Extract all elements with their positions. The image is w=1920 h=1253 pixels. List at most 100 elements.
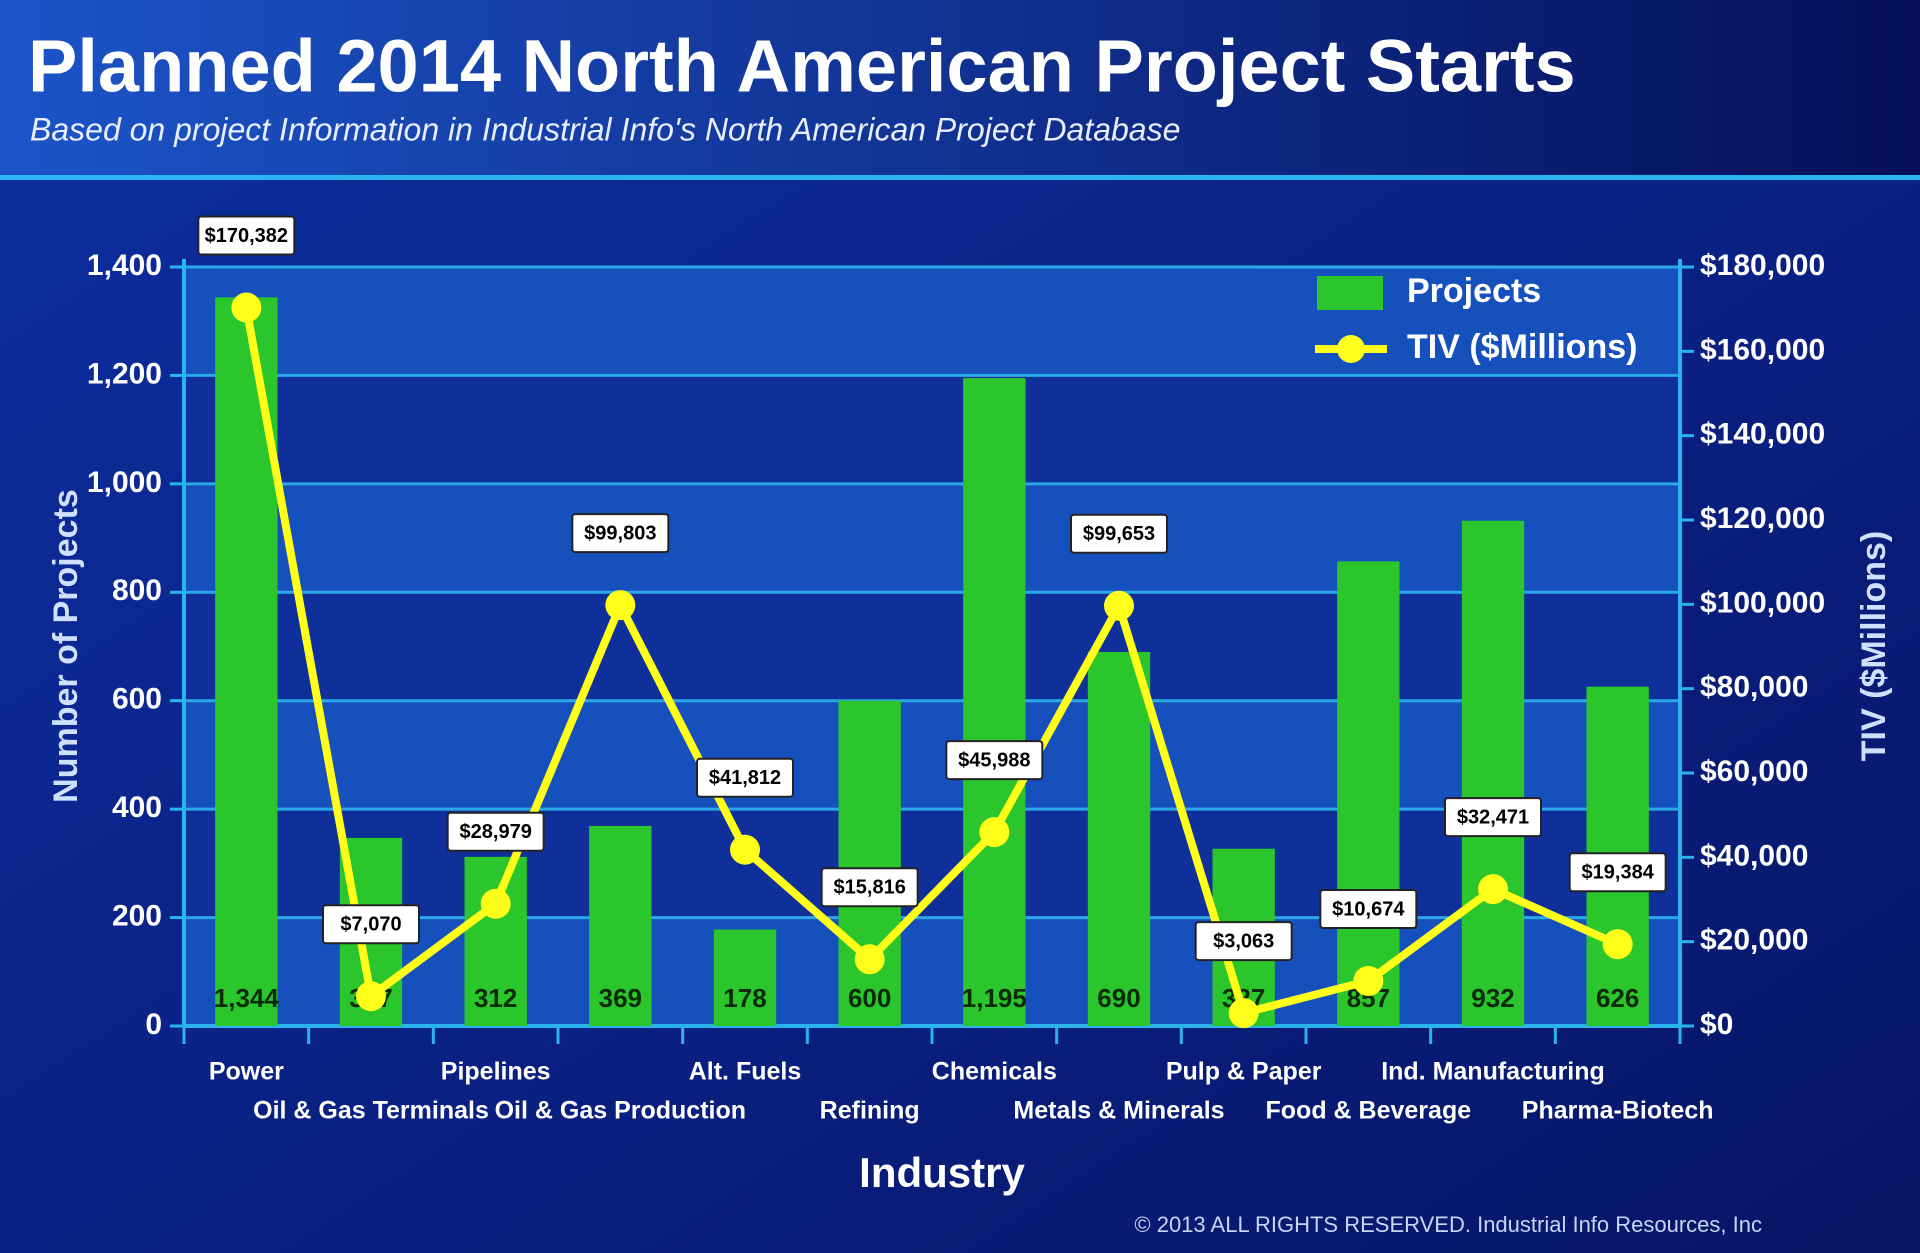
- plot-stripe: [184, 592, 1680, 701]
- value-label-box: [1319, 888, 1418, 929]
- line-marker: [605, 590, 636, 621]
- bar-value-label: 369: [599, 983, 642, 1013]
- line-value-label: $41,812: [709, 767, 781, 789]
- line-value-label: $28,979: [460, 821, 532, 843]
- x-tick-label: Metals & Minerals: [1013, 1097, 1224, 1125]
- y2-tick-label: $40,000: [1700, 839, 1808, 872]
- value-label-box: [1194, 921, 1293, 962]
- bar: [464, 856, 527, 1026]
- line-value-label: $45,988: [958, 749, 1030, 771]
- y-tick-label: 1,000: [87, 466, 162, 499]
- bar-value-label: 1,195: [962, 983, 1027, 1013]
- bar-value-label: 690: [1097, 983, 1140, 1013]
- y-tick-label: 1,400: [87, 249, 162, 282]
- line-marker: [231, 292, 262, 323]
- line-marker: [1104, 590, 1134, 621]
- line-marker: [1228, 998, 1259, 1029]
- bar-value-label: 1,344: [214, 983, 280, 1013]
- line-marker: [730, 834, 760, 865]
- y2-tick-label: $100,000: [1700, 586, 1825, 619]
- x-tick-label: Pipelines: [441, 1058, 551, 1086]
- line-marker: [1478, 874, 1508, 905]
- line-value-label: $19,384: [1582, 862, 1655, 884]
- line-value-label: $32,471: [1457, 806, 1529, 828]
- y2-tick-label: $20,000: [1700, 924, 1808, 957]
- bar: [1337, 561, 1400, 1026]
- value-label-box: [820, 867, 919, 908]
- bar: [713, 929, 777, 1026]
- value-label-box: [696, 757, 794, 798]
- y-tick-label: 800: [112, 574, 162, 607]
- y-tick-label: 1,200: [87, 357, 162, 390]
- value-label-box: [1070, 513, 1168, 554]
- x-tick-label: Pharma-Biotech: [1522, 1097, 1714, 1125]
- x-tick-label: Pulp & Paper: [1166, 1058, 1322, 1086]
- bar: [1087, 651, 1151, 1026]
- value-label-box: [1444, 797, 1542, 838]
- x-tick-label: Oil & Gas Terminals: [253, 1097, 489, 1125]
- y2-tick-label: $180,000: [1700, 249, 1825, 282]
- line-value-label: $99,653: [1083, 523, 1155, 545]
- line-marker: [854, 944, 885, 975]
- x-tick-label: Refining: [820, 1097, 920, 1125]
- line-value-label: $15,816: [834, 877, 906, 899]
- line: [242, 306, 1620, 1018]
- line-value-label: $3,063: [1213, 930, 1274, 952]
- y-tick-label: 400: [112, 791, 162, 824]
- y-tick-label: 0: [145, 1008, 162, 1041]
- x-axis-title: Industry: [859, 1149, 1025, 1196]
- bar-value-label: 312: [474, 983, 517, 1013]
- header-band: [0, 0, 1920, 176]
- value-label-box: [945, 740, 1044, 781]
- y2-tick-label: $120,000: [1700, 502, 1825, 535]
- y2-tick-label: $140,000: [1700, 418, 1825, 451]
- line-value-label: $10,674: [1332, 898, 1405, 920]
- y-tick-label: 600: [112, 683, 162, 716]
- plot-stripe: [184, 483, 1680, 593]
- line-value-label: $99,803: [584, 522, 656, 544]
- value-label-box: [1568, 852, 1667, 893]
- footnote: © 2013 ALL RIGHTS RESERVED. Industrial I…: [1134, 1212, 1762, 1237]
- y2-tick-label: $0: [1700, 1008, 1733, 1041]
- y2-axis-title: TIV ($Millions): [1855, 531, 1893, 761]
- x-tick-label: Chemicals: [932, 1058, 1057, 1086]
- chart-subtitle: Based on project Information in Industri…: [30, 111, 1180, 147]
- value-label-box: [571, 513, 670, 554]
- line-value-label: $170,382: [205, 225, 288, 247]
- line-marker: [1353, 965, 1384, 996]
- y2-tick-label: $80,000: [1700, 671, 1808, 704]
- bar-value-label: 178: [723, 983, 766, 1013]
- plot-area: 0 200 400 600 800 1,000 1,200 1,400 $0 $20,000 $40…: [87, 215, 1825, 1125]
- y2-tick-label: $160,000: [1700, 333, 1825, 366]
- x-tick-label: Alt. Fuels: [689, 1058, 802, 1086]
- value-label-box: [322, 904, 420, 945]
- y-tick-label: 200: [112, 899, 162, 932]
- y2-tick-label: $60,000: [1700, 755, 1808, 788]
- bar-value-label: 932: [1471, 983, 1514, 1013]
- line-marker: [1602, 929, 1633, 960]
- y-axis-title: Number of Projects: [47, 489, 85, 803]
- x-tick-label: Power: [209, 1058, 284, 1086]
- line-marker: [356, 981, 386, 1012]
- line-value-label: $7,070: [340, 913, 401, 935]
- x-tick-label: Oil & Gas Production: [495, 1097, 746, 1125]
- x-tick-label: Food & Beverage: [1266, 1097, 1472, 1125]
- plot-stripe: [184, 267, 1680, 376]
- value-label-box: [446, 811, 545, 852]
- bar: [963, 378, 1026, 1026]
- value-label-box: [197, 215, 296, 256]
- header-rule: [0, 175, 1920, 180]
- plot-stripe: [184, 700, 1680, 810]
- line-marker: [979, 817, 1010, 848]
- x-tick-label: Ind. Manufacturing: [1381, 1058, 1605, 1086]
- plot-stripe: [184, 375, 1680, 484]
- legend-swatch: [1337, 335, 1365, 363]
- legend-swatch: [1317, 276, 1383, 310]
- legend-label: Projects: [1407, 272, 1541, 310]
- bar: [1461, 520, 1525, 1026]
- line-marker: [480, 888, 511, 919]
- legend-label: TIV ($Millions): [1407, 328, 1637, 366]
- bar-value-label: 600: [848, 983, 891, 1013]
- bar: [838, 700, 901, 1026]
